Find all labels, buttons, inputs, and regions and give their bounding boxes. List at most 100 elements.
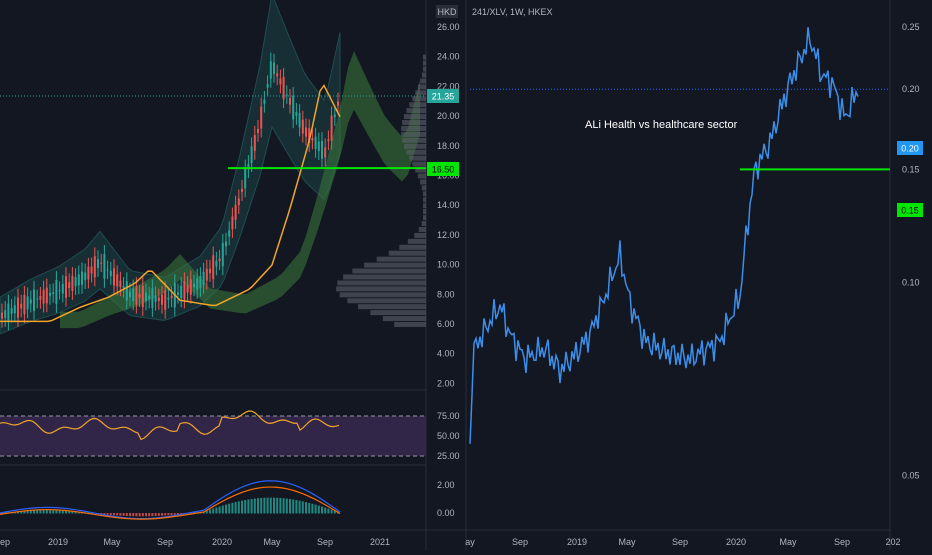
macd-tick: 2.00	[437, 480, 455, 490]
time-label: 2020	[726, 537, 746, 547]
macd-bar	[116, 513, 119, 516]
macd-bar	[100, 513, 103, 515]
candle-body	[295, 111, 298, 116]
candle-body	[247, 163, 250, 170]
candle-body	[122, 286, 125, 289]
macd-bar	[161, 513, 163, 516]
candle-body	[289, 97, 291, 105]
candle-body	[273, 62, 275, 74]
macd-bar	[260, 497, 263, 514]
candle-body	[106, 269, 109, 271]
ratio-tick: 0.15	[902, 164, 920, 174]
last-price-label: 21.35	[432, 92, 455, 102]
time-label: May	[779, 537, 797, 547]
macd-bar	[125, 513, 128, 516]
volume-profile-bar	[402, 120, 426, 126]
candle-body	[33, 289, 35, 311]
macd-bar	[321, 506, 323, 514]
macd-bar	[253, 498, 256, 514]
volume-profile-bar	[420, 78, 426, 84]
macd-bar	[29, 510, 32, 514]
candle-body	[263, 99, 266, 104]
volume-profile-bar	[418, 226, 426, 232]
macd-bar	[103, 513, 106, 515]
macd-bar	[177, 513, 179, 515]
candle-body	[4, 310, 7, 318]
macd-bar	[298, 500, 301, 514]
macd-bar	[250, 498, 253, 514]
macd-bar	[317, 505, 320, 514]
macd-bar	[17, 511, 19, 514]
candle-body	[269, 61, 272, 79]
ratio-tick: 0.10	[902, 277, 920, 287]
candle-body	[282, 76, 285, 100]
macd-bar	[273, 497, 275, 514]
candle-body	[237, 198, 240, 206]
price-tick: 26.00	[437, 22, 460, 32]
time-label: 2019	[48, 537, 68, 547]
candle-body	[225, 241, 227, 247]
macd-bar	[215, 507, 218, 514]
candle-body	[13, 305, 16, 314]
volume-profile-bar	[423, 54, 426, 60]
candle-body	[253, 134, 256, 151]
candle-body	[157, 297, 160, 301]
candle-body	[279, 78, 282, 85]
price-tick: 24.00	[437, 52, 460, 62]
candle-body	[81, 271, 83, 285]
volume-profile-bar	[415, 167, 426, 173]
volume-profile-bar	[421, 72, 426, 78]
candle-body	[193, 283, 195, 288]
time-label: May	[103, 537, 121, 547]
price-tick: 14.00	[437, 200, 460, 210]
currency-badge	[436, 5, 458, 18]
moving-average-line	[0, 84, 341, 323]
macd-bar	[154, 513, 157, 516]
macd-bar	[292, 499, 295, 514]
volume-profile-bar	[376, 256, 426, 262]
volume-profile-bar	[412, 96, 426, 102]
candle-body	[138, 293, 141, 299]
candle-body	[285, 94, 288, 96]
macd-bar	[122, 513, 125, 516]
volume-profile-bar	[423, 191, 426, 197]
support-price-label: 16.50	[432, 165, 455, 175]
candle-body	[61, 283, 64, 294]
candle-body	[151, 288, 154, 308]
volume-profile-bar	[423, 215, 426, 221]
macd-bar	[138, 513, 141, 517]
candle-body	[116, 274, 119, 287]
candle-body	[257, 128, 259, 133]
volume-profile-bar	[423, 60, 426, 66]
macd-bar	[180, 513, 183, 515]
ratio-line	[469, 27, 859, 444]
price-tick: 4.00	[437, 349, 455, 359]
macd-bar	[282, 498, 285, 514]
macd-bar	[132, 513, 135, 517]
right-support-tag: 0.15	[897, 203, 923, 217]
macd-bar	[241, 500, 243, 514]
currency-label: HKD	[437, 7, 457, 17]
candle-body	[314, 136, 317, 149]
candle-body	[337, 101, 339, 106]
candle-body	[20, 303, 23, 309]
macd-bar	[26, 510, 29, 514]
candle-body	[23, 294, 26, 315]
volume-profile-bar	[358, 304, 426, 310]
candle-body	[209, 268, 211, 274]
time-label: 2021	[370, 537, 390, 547]
price-tick: 6.00	[437, 319, 455, 329]
candle-body	[26, 296, 29, 310]
volume-profile-bar	[407, 238, 426, 244]
volume-profile-bar	[417, 173, 426, 179]
candle-body	[186, 284, 189, 293]
volume-profile-bar	[421, 221, 426, 227]
rsi-tick: 75.00	[437, 411, 460, 421]
macd-bar	[305, 502, 307, 514]
rsi-tick: 50.00	[437, 431, 460, 441]
candle-body	[250, 146, 253, 164]
left-price-pane: 26.0024.0022.0020.0018.0016.0014.0012.00…	[0, 0, 460, 547]
time-label: May	[263, 537, 281, 547]
